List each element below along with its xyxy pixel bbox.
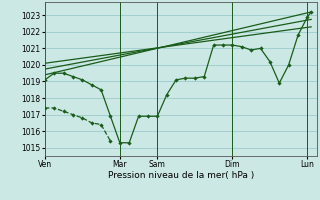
X-axis label: Pression niveau de la mer( hPa ): Pression niveau de la mer( hPa ) [108,171,254,180]
